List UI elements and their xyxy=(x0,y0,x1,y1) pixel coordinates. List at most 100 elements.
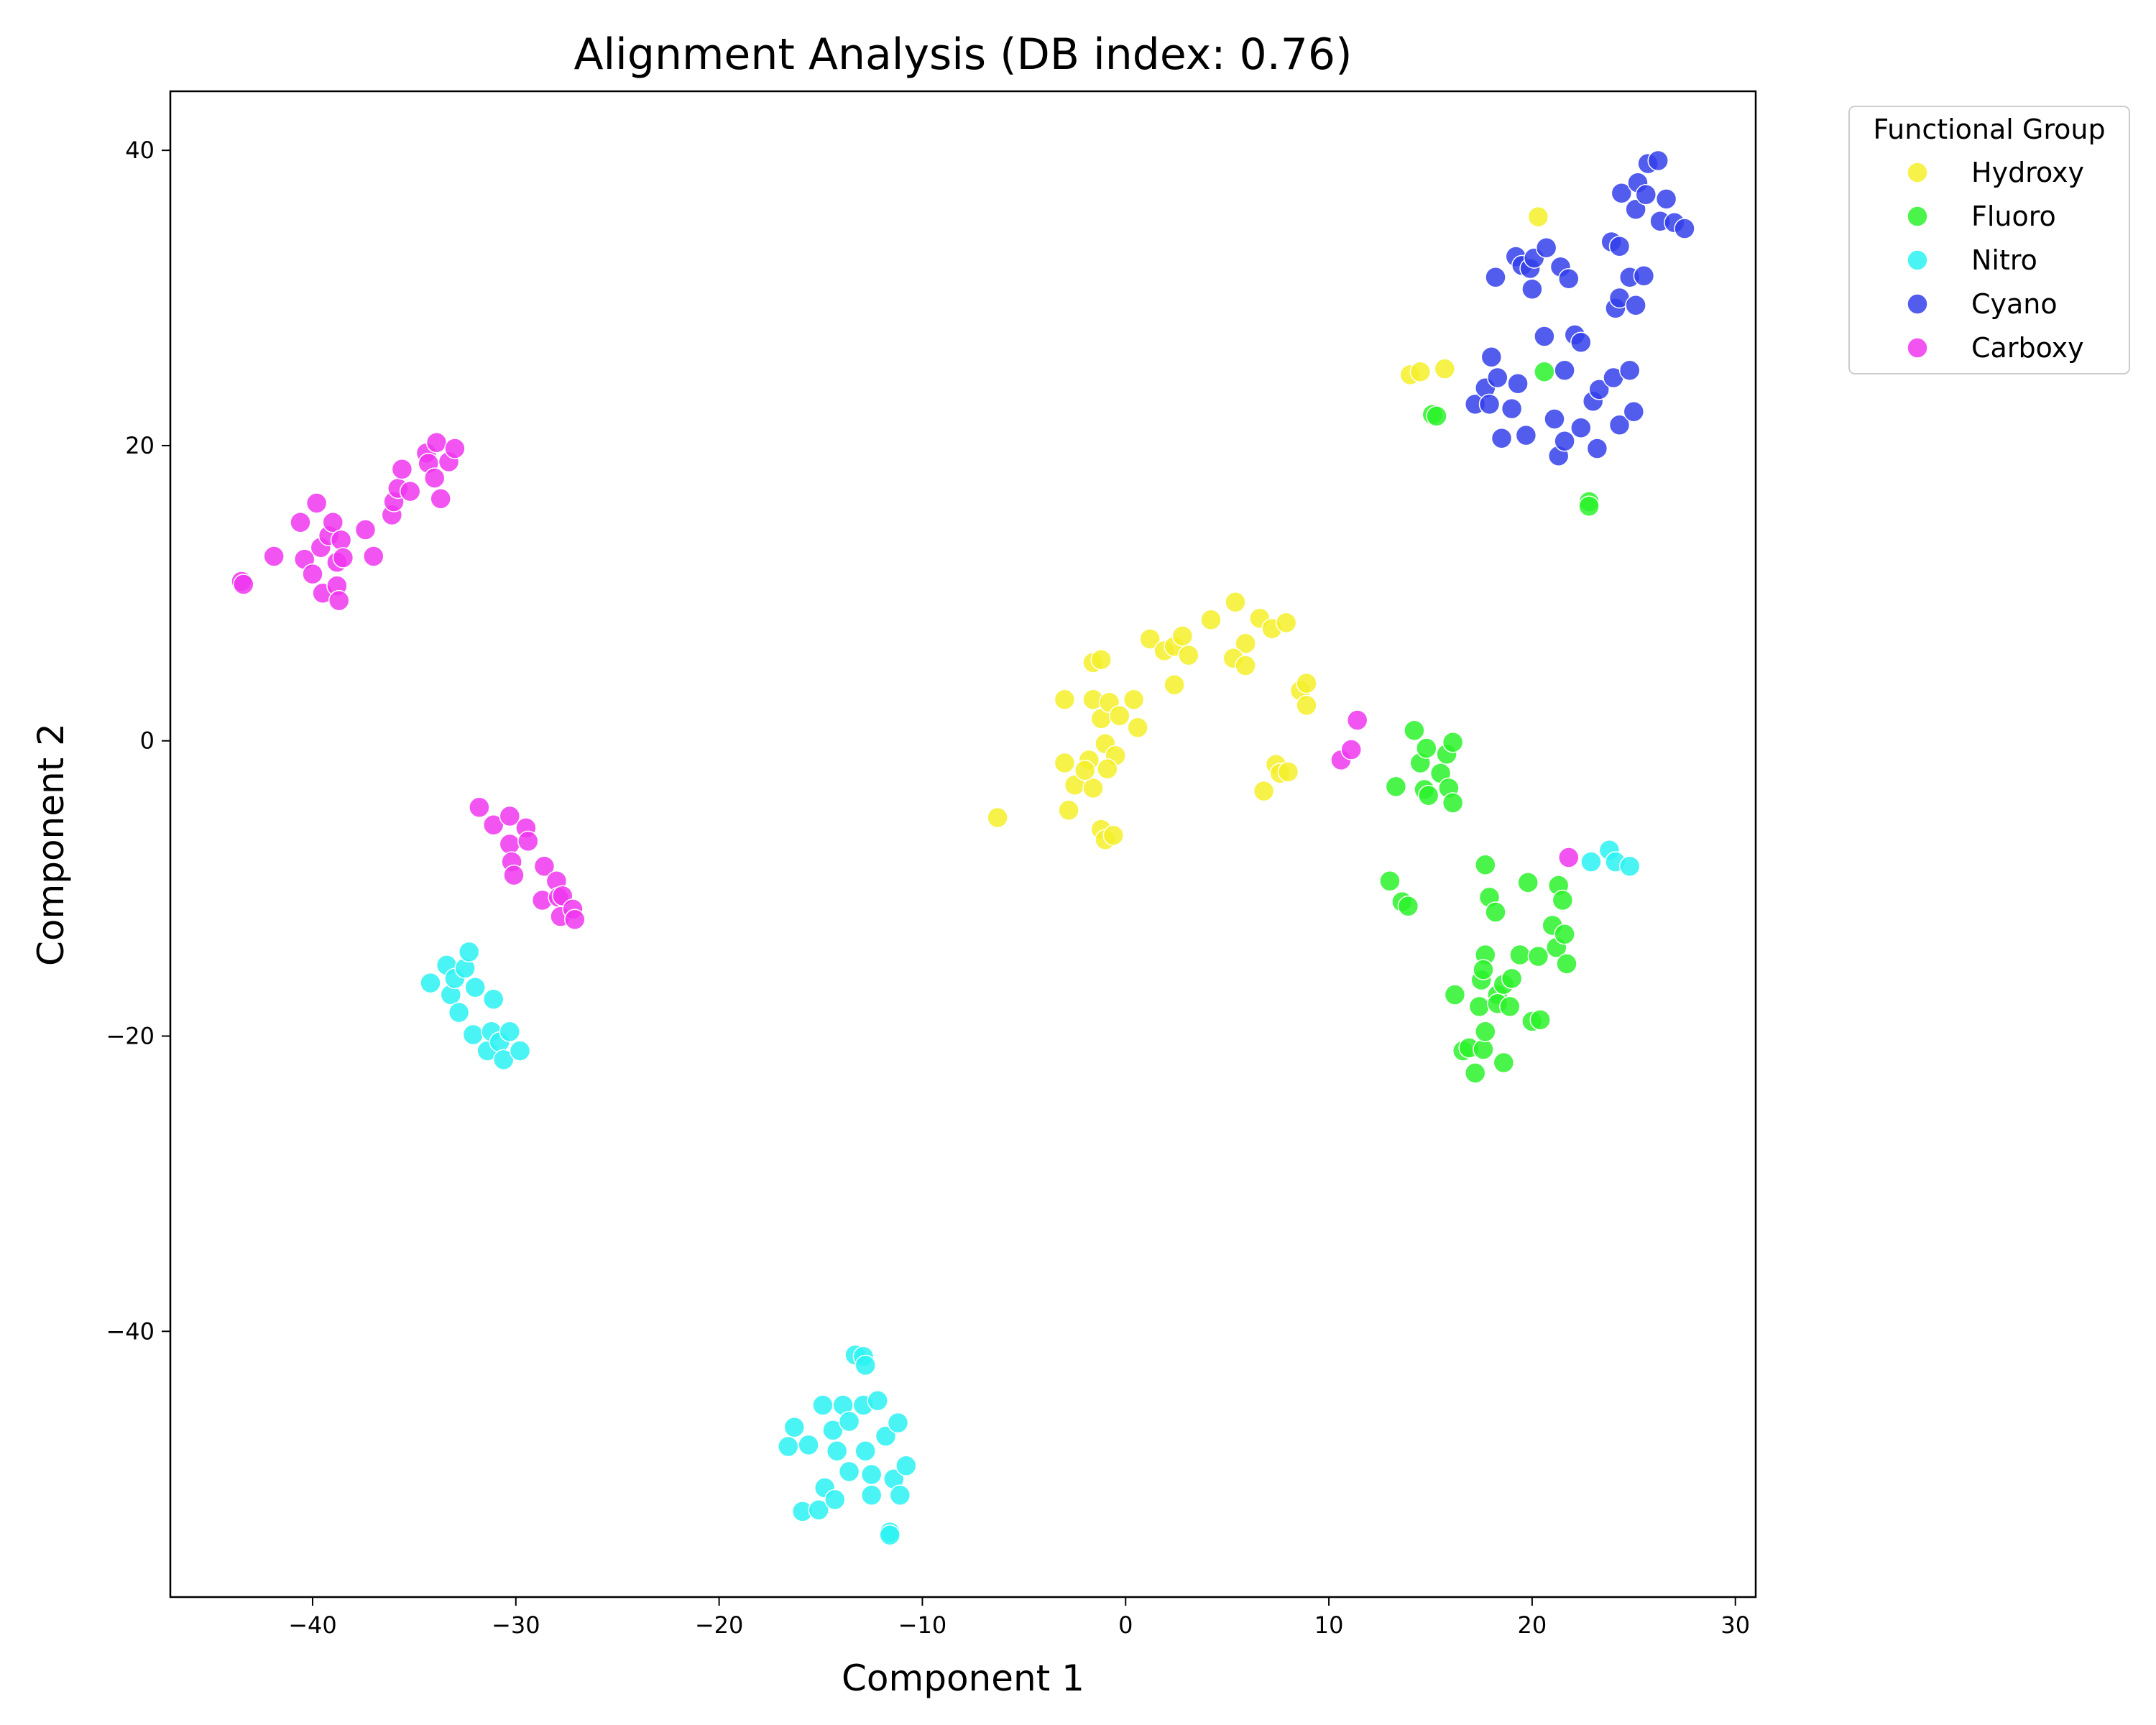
point-fluoro-8 xyxy=(1417,784,1439,806)
point-cyano-21 xyxy=(1554,359,1575,381)
point-fluoro-38 xyxy=(1527,945,1549,967)
point-hydroxy-3 xyxy=(1058,799,1079,822)
y-tick-label: −20 xyxy=(106,1023,155,1050)
point-nitro-39 xyxy=(879,1524,900,1546)
point-cyano-47 xyxy=(1655,188,1677,210)
legend: Functional Group Hydroxy Fluoro Nitro Cyano… xyxy=(1848,106,2130,374)
point-nitro-24 xyxy=(826,1440,848,1462)
point-hydroxy-2 xyxy=(1054,752,1076,774)
point-fluoro-1 xyxy=(1385,776,1407,798)
point-hydroxy-39 xyxy=(1277,761,1299,783)
point-nitro-14 xyxy=(499,1021,521,1043)
y-tick-label: −40 xyxy=(106,1317,155,1345)
point-carboxy-14 xyxy=(330,529,352,551)
point-hydroxy-20 xyxy=(1123,689,1145,710)
point-fluoro-16 xyxy=(1444,984,1466,1006)
point-nitro-4 xyxy=(448,1001,470,1024)
y-tick-label: 0 xyxy=(140,727,155,755)
point-cyano-33 xyxy=(1608,414,1631,436)
point-nitro-34 xyxy=(860,1463,883,1486)
point-carboxy-10 xyxy=(322,511,344,533)
point-fluoro-4 xyxy=(1404,719,1425,742)
legend-marker-hydroxy xyxy=(1907,162,1928,183)
point-carboxy-2 xyxy=(263,546,285,567)
point-nitro-44 xyxy=(1580,851,1602,873)
point-carboxy-35 xyxy=(503,864,525,886)
point-cyano-16 xyxy=(1535,236,1557,259)
point-nitro-27 xyxy=(838,1460,860,1483)
x-tick-label: 20 xyxy=(1518,1611,1547,1639)
legend-marker-fluoro xyxy=(1907,206,1928,227)
x-tick-label: 30 xyxy=(1720,1611,1750,1639)
point-nitro-6 xyxy=(458,941,480,963)
y-tick-label: 40 xyxy=(125,137,155,164)
point-fluoro-27 xyxy=(1473,959,1494,980)
point-carboxy-6 xyxy=(305,492,328,514)
point-carboxy-47 xyxy=(1340,739,1362,760)
point-hydroxy-18 xyxy=(1102,824,1125,846)
point-cyano-37 xyxy=(1618,359,1641,381)
legend-title: Functional Group xyxy=(1873,114,2105,145)
point-carboxy-3 xyxy=(290,511,311,533)
point-cyano-13 xyxy=(1521,278,1543,300)
points-layer xyxy=(231,150,1695,1546)
point-nitro-19 xyxy=(798,1434,819,1456)
point-carboxy-48 xyxy=(1346,709,1368,731)
point-carboxy-26 xyxy=(425,432,448,454)
point-fluoro-25 xyxy=(1475,854,1496,876)
point-cyano-28 xyxy=(1588,379,1610,400)
point-fluoro-10 xyxy=(1426,405,1447,427)
point-cyano-22 xyxy=(1558,268,1580,290)
point-hydroxy-45 xyxy=(1434,358,1456,380)
point-nitro-43 xyxy=(895,1455,917,1476)
point-carboxy-49 xyxy=(1558,847,1580,868)
point-cyano-17 xyxy=(1544,408,1565,430)
point-hydroxy-27 xyxy=(1178,644,1199,666)
point-nitro-42 xyxy=(889,1484,911,1506)
point-hydroxy-32 xyxy=(1235,655,1256,676)
point-carboxy-5 xyxy=(302,563,323,585)
point-fluoro-28 xyxy=(1485,901,1506,923)
point-hydroxy-22 xyxy=(1139,628,1161,650)
point-carboxy-30 xyxy=(469,796,490,818)
point-hydroxy-28 xyxy=(1200,609,1222,631)
point-hydroxy-25 xyxy=(1171,625,1194,647)
point-hydroxy-34 xyxy=(1253,780,1275,802)
point-fluoro-0 xyxy=(1379,870,1401,892)
point-nitro-16 xyxy=(778,1435,799,1458)
point-nitro-47 xyxy=(1618,855,1641,878)
point-fluoro-36 xyxy=(1517,872,1539,893)
point-hydroxy-46 xyxy=(1527,206,1549,228)
point-nitro-33 xyxy=(854,1440,876,1462)
point-nitro-41 xyxy=(887,1412,909,1434)
legend-marker-nitro xyxy=(1907,249,1928,271)
point-carboxy-27 xyxy=(430,488,451,510)
point-fluoro-14 xyxy=(1442,792,1464,814)
point-cyano-32 xyxy=(1608,235,1631,257)
point-hydroxy-0 xyxy=(987,806,1008,829)
legend-label-carboxy: Carboxy xyxy=(1971,332,2084,364)
plot-frame xyxy=(169,90,1757,1598)
y-axis-ticks: −40 −20 0 20 40 xyxy=(106,137,170,1345)
point-cyano-2 xyxy=(1478,393,1501,415)
point-fluoro-44 xyxy=(1552,889,1574,911)
point-fluoro-3 xyxy=(1397,896,1419,917)
x-tick-label: −40 xyxy=(288,1611,337,1639)
point-hydroxy-42 xyxy=(1296,694,1317,717)
point-fluoro-20 xyxy=(1468,995,1491,1018)
point-nitro-17 xyxy=(783,1417,806,1438)
point-fluoro-48 xyxy=(1578,495,1600,517)
point-carboxy-39 xyxy=(533,855,556,878)
x-axis-ticks: −40 −30 −20 −10 0 10 20 30 xyxy=(288,1597,1750,1639)
point-cyano-9 xyxy=(1507,372,1529,395)
point-carboxy-15 xyxy=(332,547,354,569)
point-carboxy-37 xyxy=(517,830,539,852)
x-tick-label: −10 xyxy=(898,1611,947,1639)
point-hydroxy-29 xyxy=(1225,591,1246,613)
point-fluoro-39 xyxy=(1529,1009,1551,1031)
point-hydroxy-7 xyxy=(1074,760,1096,781)
legend-label-fluoro: Fluoro xyxy=(1971,201,2056,232)
point-nitro-25 xyxy=(824,1489,846,1511)
point-cyano-40 xyxy=(1625,198,1646,221)
